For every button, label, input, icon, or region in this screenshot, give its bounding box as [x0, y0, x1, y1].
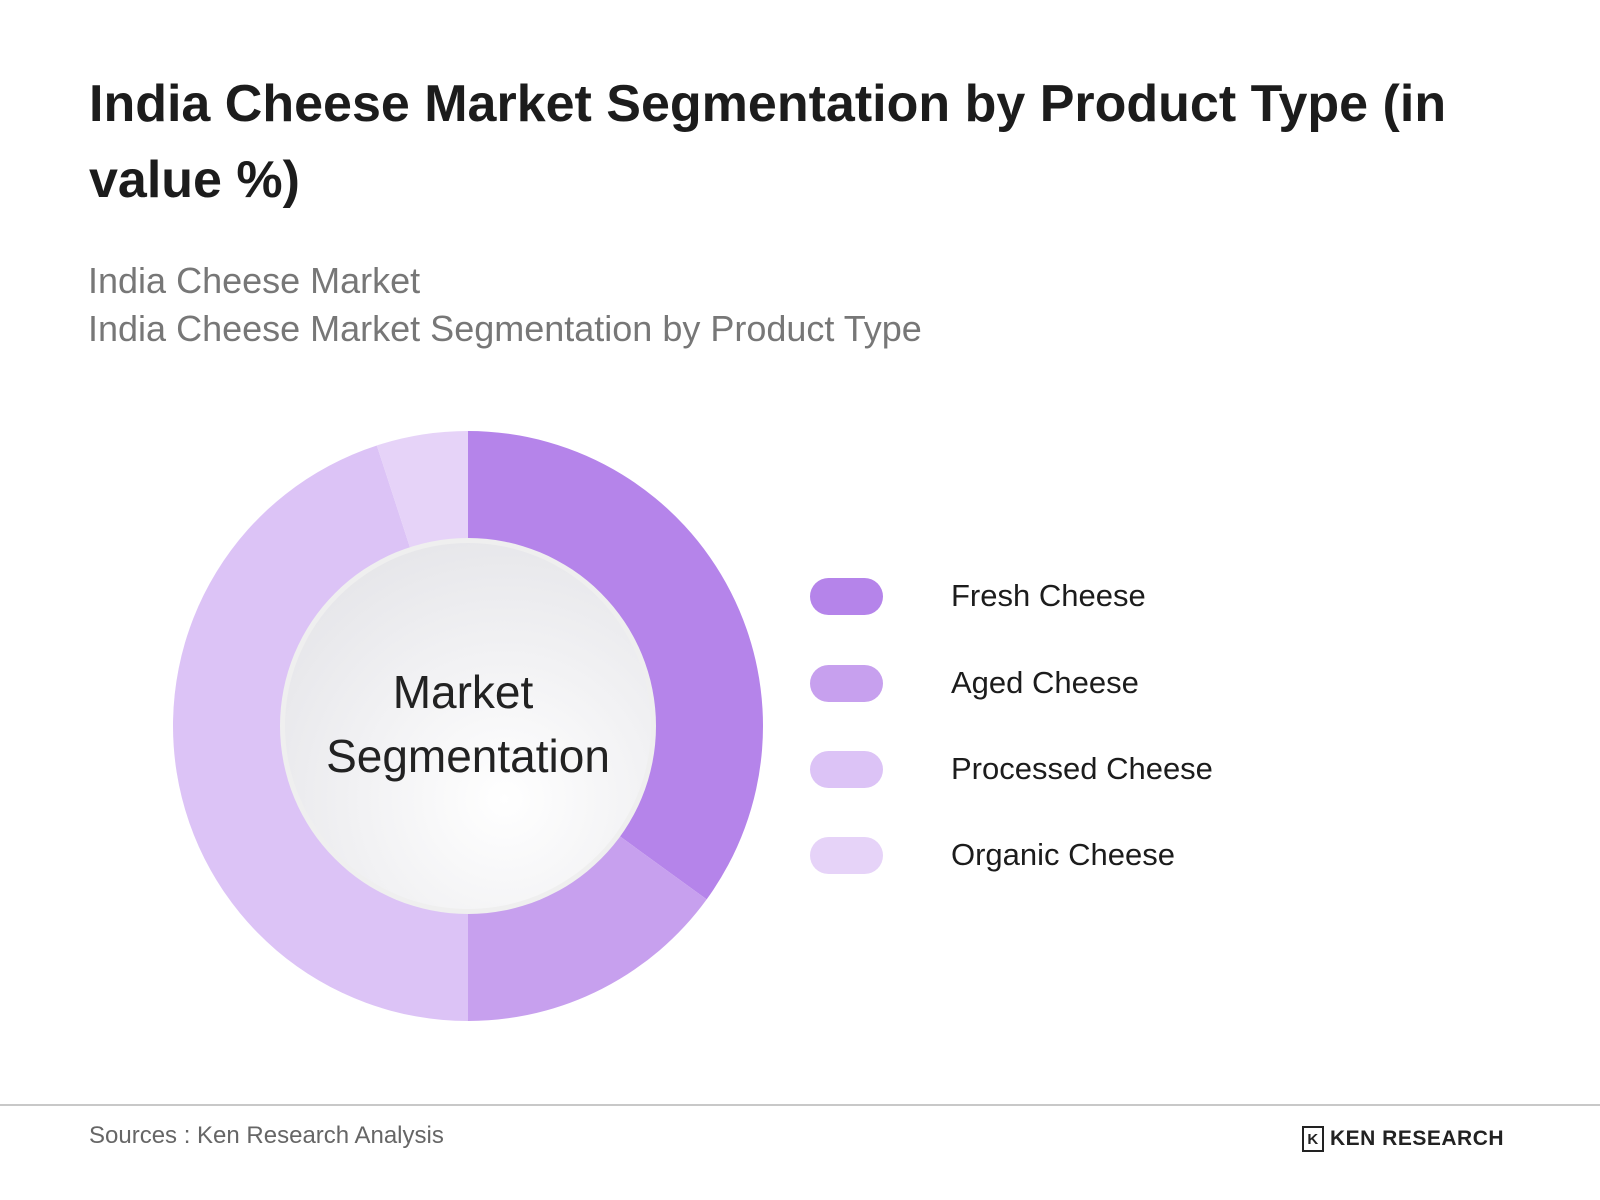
logo-k-icon: K — [1302, 1126, 1324, 1152]
legend-label: Organic Cheese — [951, 837, 1176, 872]
legend-swatch — [810, 664, 883, 702]
center-label-line1: Market — [393, 666, 534, 718]
legend-label: Fresh Cheese — [951, 578, 1146, 613]
center-label-line2: Segmentation — [326, 730, 610, 782]
chart-title: India Cheese Market Segmentation by Prod… — [89, 75, 1447, 209]
ken-research-logo: K KEN RESEARCH — [1302, 1126, 1504, 1152]
legend-item: Organic Cheese — [810, 836, 1175, 874]
legend-item: Processed Cheese — [810, 750, 1213, 788]
subtitle-segmentation: India Cheese Market Segmentation by Prod… — [88, 308, 922, 349]
legend-swatch — [810, 750, 883, 788]
source-note: Sources : Ken Research Analysis — [89, 1122, 444, 1149]
center-circle — [285, 543, 651, 909]
legend-swatch — [810, 836, 883, 874]
legend-item: Aged Cheese — [810, 664, 1139, 702]
legend-item: Fresh Cheese — [810, 577, 1146, 615]
legend-label: Processed Cheese — [951, 751, 1213, 786]
footer-divider — [0, 1104, 1600, 1106]
legend-label: Aged Cheese — [951, 665, 1139, 700]
legend-swatch — [810, 577, 883, 615]
logo-text: KEN RESEARCH — [1330, 1127, 1505, 1150]
subtitle-market: India Cheese Market — [88, 260, 421, 301]
